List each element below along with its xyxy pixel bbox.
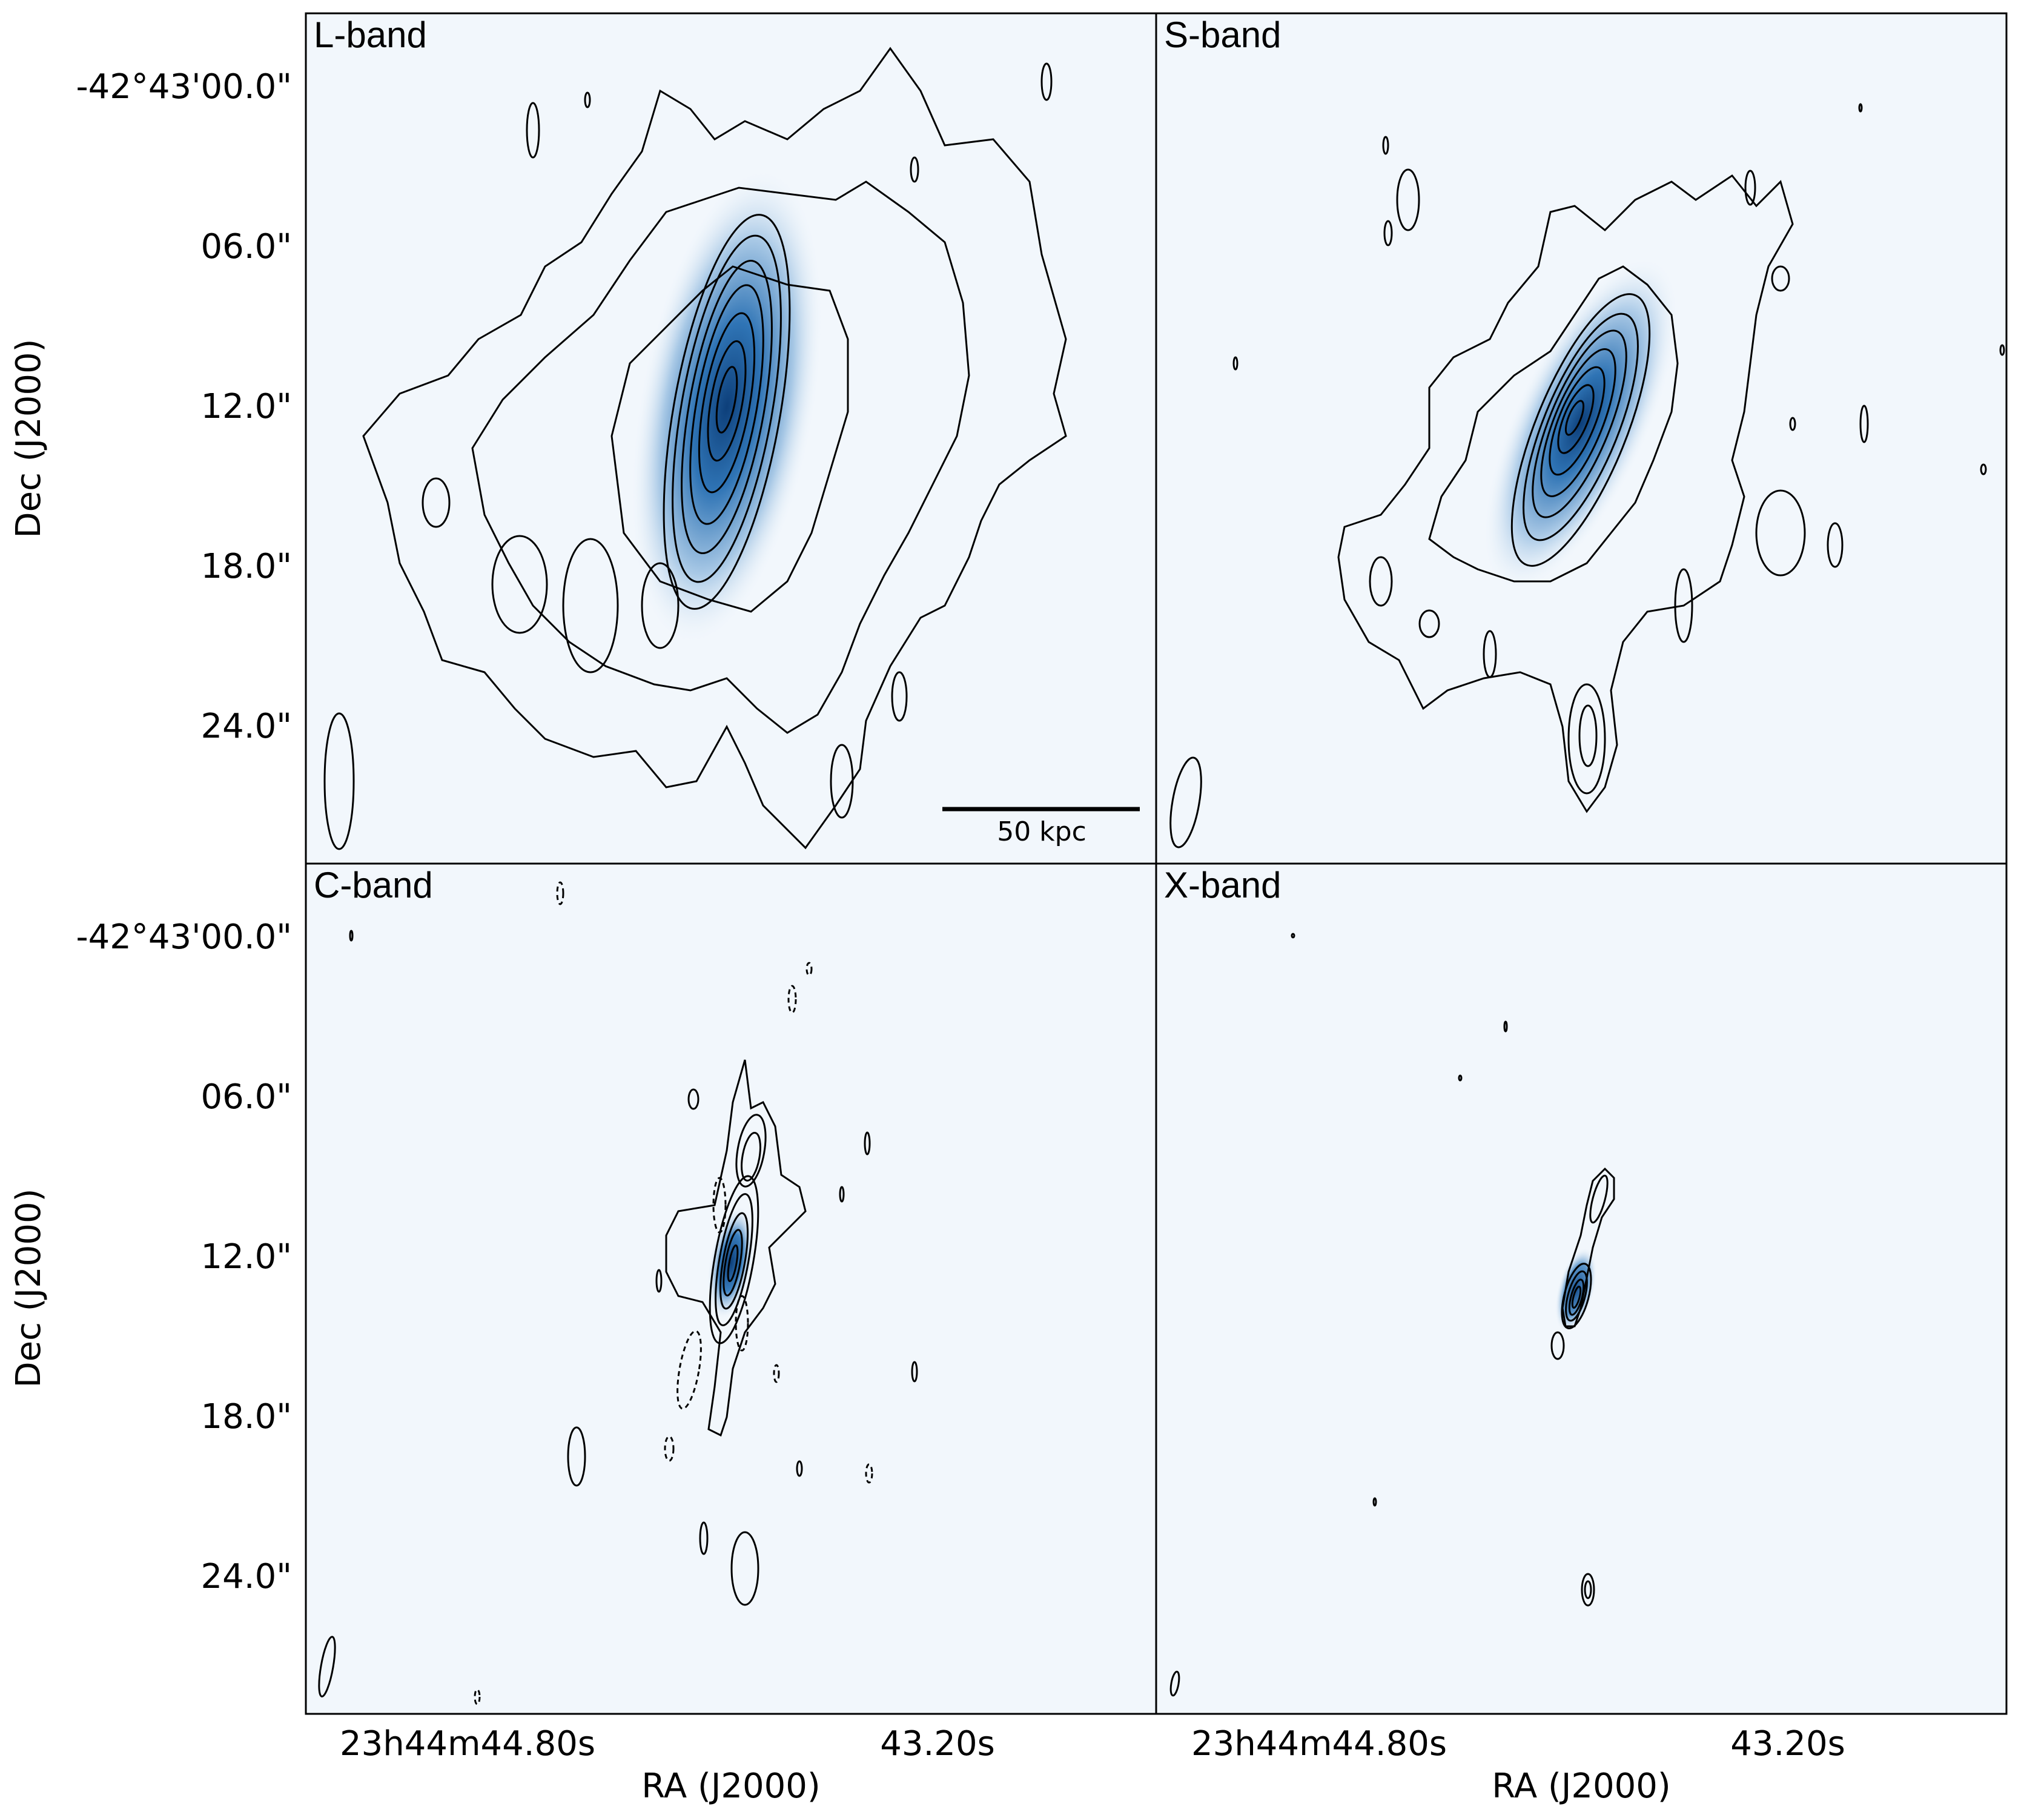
dec-tick-label: 12.0" xyxy=(201,387,292,426)
x-band-contours xyxy=(1169,933,1615,1697)
ra-tick-label: 23h44m44.80s xyxy=(1191,1724,1447,1764)
panel-l-band: L-band 50 kpc xyxy=(305,12,1157,865)
ra-tick-label: 43.20s xyxy=(1730,1724,1845,1764)
c-band-contours xyxy=(318,930,918,1698)
panel-x-band: X-band xyxy=(1155,862,2008,1715)
ra-axis-label: RA (J2000) xyxy=(1492,1767,1670,1806)
dec-tick-label: 18.0" xyxy=(201,547,292,586)
panel-l-title: L-band xyxy=(314,15,427,55)
panel-c-band: C-band xyxy=(305,862,1157,1715)
scale-bar: 50 kpc xyxy=(942,807,1140,847)
dec-tick-label: -42°43'00.0" xyxy=(76,67,292,107)
s-band-emission xyxy=(1169,103,2005,848)
dec-tick-label: 12.0" xyxy=(201,1237,292,1277)
c-band-negative-contours xyxy=(474,881,873,1705)
ra-axis-right: 23h44m44.80s 43.20s RA (J2000) xyxy=(1191,1724,1845,1806)
x-band-emission xyxy=(1169,933,1615,1697)
panel-x-title: X-band xyxy=(1164,865,1281,905)
panel-c-title: C-band xyxy=(314,865,433,905)
dec-tick-label: 18.0" xyxy=(201,1397,292,1436)
dec-axis-label: Dec (J2000) xyxy=(9,339,48,538)
panel-x-frame xyxy=(1155,862,2008,1715)
dec-tick-label: 24.0" xyxy=(201,707,292,746)
l-band-intensity xyxy=(630,168,823,646)
l-band-emission xyxy=(323,47,1067,850)
ra-tick-label: 23h44m44.80s xyxy=(340,1724,595,1764)
c-band-emission xyxy=(318,881,918,1705)
l-band-contours xyxy=(323,47,1067,850)
ra-tick-label: 43.20s xyxy=(880,1724,995,1764)
s-band-contours xyxy=(1169,103,2005,848)
panel-s-band: S-band xyxy=(1155,12,2008,865)
dec-tick-label: 06.0" xyxy=(201,1077,292,1117)
scale-bar-label: 50 kpc xyxy=(997,816,1086,847)
ra-axis-left: 23h44m44.80s 43.20s RA (J2000) xyxy=(340,1724,995,1806)
dec-tick-label: -42°43'00.0" xyxy=(76,917,292,957)
s-band-intensity xyxy=(1483,257,1679,591)
dec-axis-bottom: -42°43'00.0" 06.0" 12.0" 18.0" 24.0" Dec… xyxy=(9,917,292,1596)
dec-tick-label: 24.0" xyxy=(201,1557,292,1596)
dec-tick-label: 06.0" xyxy=(201,227,292,266)
panel-s-title: S-band xyxy=(1164,15,1281,55)
ra-axis-label: RA (J2000) xyxy=(641,1767,820,1806)
dec-axis-top: -42°43'00.0" 06.0" 12.0" 18.0" 24.0" Dec… xyxy=(9,67,292,746)
dec-axis-label: Dec (J2000) xyxy=(9,1189,48,1388)
